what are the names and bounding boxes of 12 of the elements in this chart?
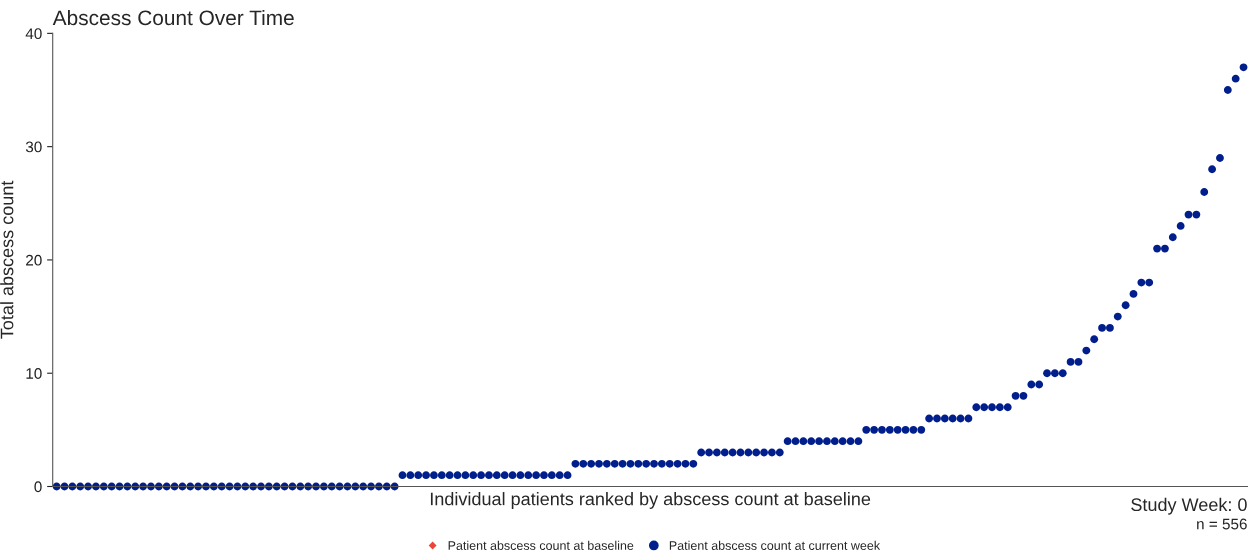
y-tick-label: 0 xyxy=(34,481,42,493)
y-tick-label: 10 xyxy=(26,368,42,379)
y-tick-label: 40 xyxy=(25,28,42,40)
legend-label: Patient abscess count at current week xyxy=(669,540,881,550)
chart-title: Abscess Count Over Time xyxy=(52,9,294,26)
y-tick-label: 30 xyxy=(25,141,42,153)
y-axis-title: Total abscess count xyxy=(0,180,14,339)
text: Study Week: 0 xyxy=(1131,497,1247,515)
x-axis-title: Individual patients ranked by abscess count at baseline xyxy=(430,492,871,509)
y-tick-label: 20 xyxy=(26,254,42,266)
legend-label: Patient abscess count at baseline xyxy=(448,540,634,550)
text: n = 556 xyxy=(1197,518,1247,530)
